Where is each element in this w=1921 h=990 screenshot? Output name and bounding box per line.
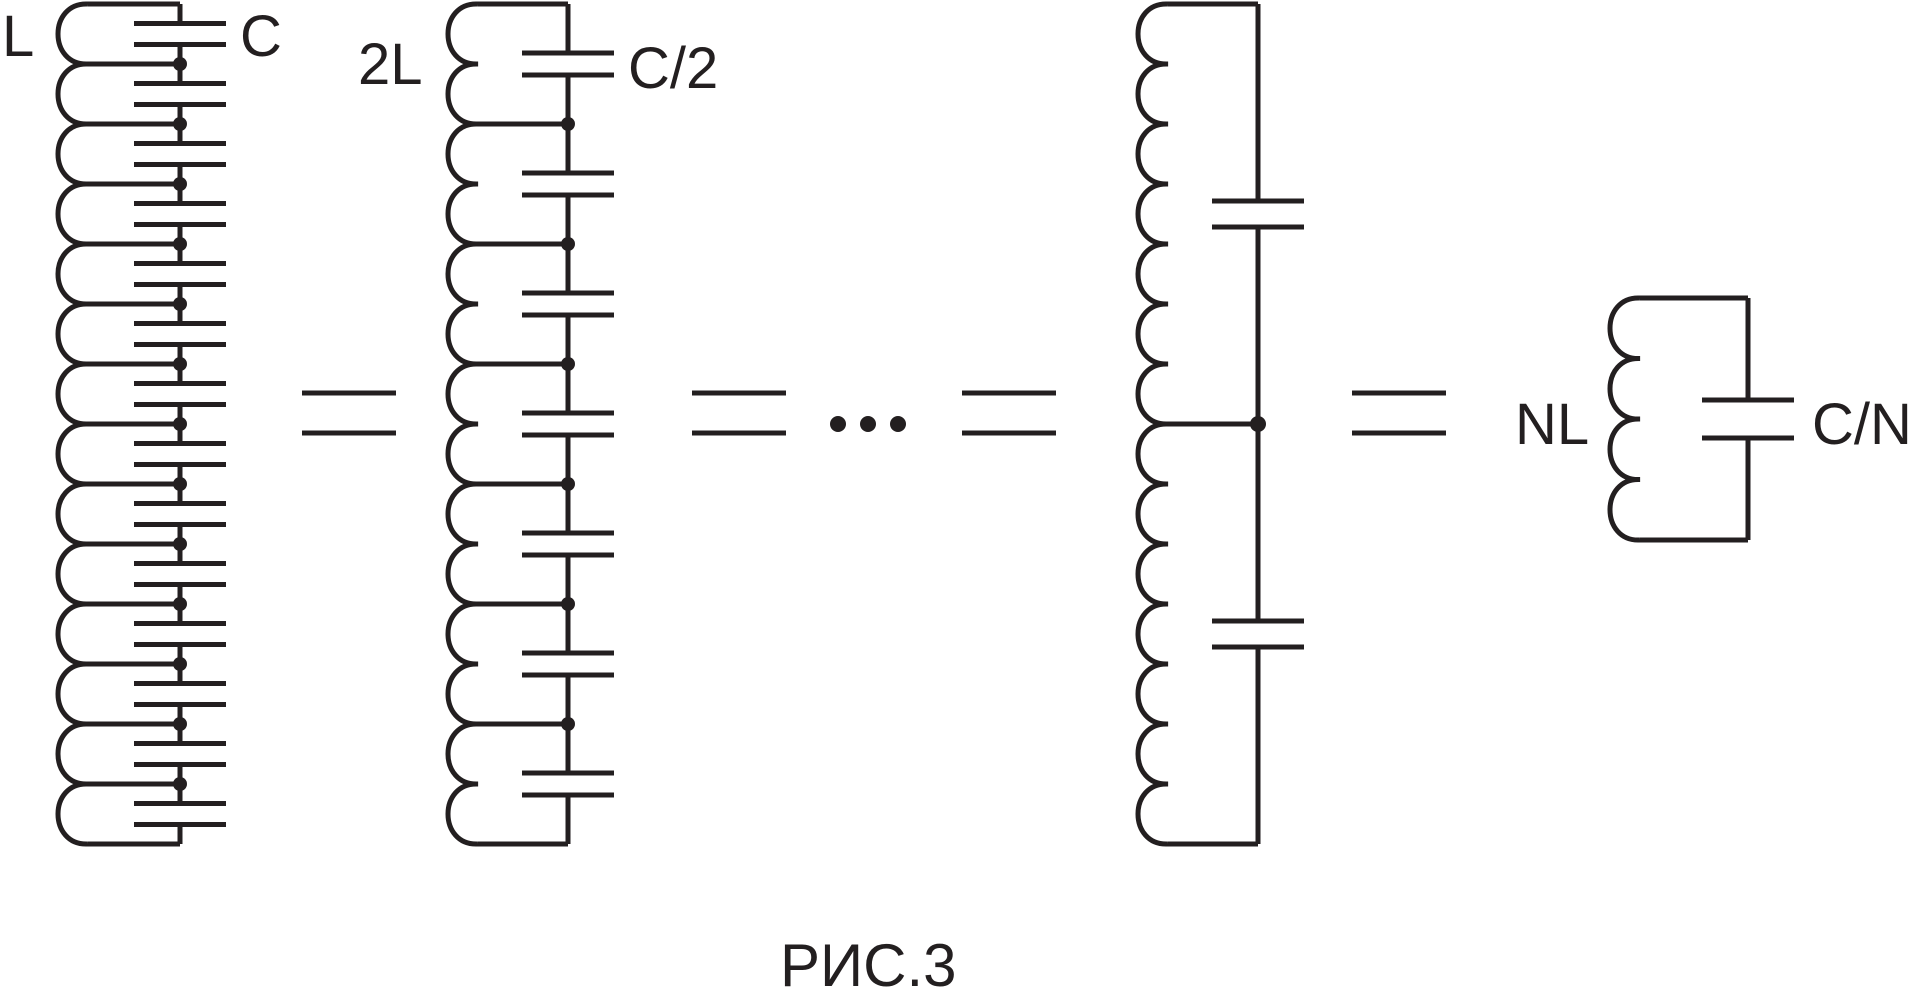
- equals-sign-4: [1352, 390, 1446, 436]
- circuit-4-single-lc: [1607, 295, 1794, 543]
- equals-sign-1: [302, 390, 396, 436]
- c1-cell-14-junction: [173, 777, 187, 791]
- circuit-2-ladder: [445, 1, 614, 847]
- c2-cell-6-junction: [561, 597, 575, 611]
- c1-cell-7-junction: [173, 357, 187, 371]
- c4-inductor-coil: [1607, 295, 1641, 543]
- equals-sign-2: [692, 390, 786, 436]
- circuit-2-capacitor-label: C/2: [628, 36, 718, 101]
- c1-cell-8-junction: [173, 417, 187, 431]
- c2-cell-5-junction: [561, 477, 575, 491]
- circuit-1-ladder: [55, 1, 226, 847]
- c1-cell-4-junction: [173, 177, 187, 191]
- c1-inductor-coil: [55, 1, 89, 847]
- c2-cell-3-junction: [561, 237, 575, 251]
- c1-cell-13-junction: [173, 717, 187, 731]
- equals-sign-3: [962, 390, 1056, 436]
- circuit-3-ladder: [1135, 1, 1304, 847]
- c2-cell-2-junction: [561, 117, 575, 131]
- circuit-1-inductor-label: L: [2, 4, 34, 69]
- c1-cell-5-junction: [173, 237, 187, 251]
- ellipsis: [830, 416, 906, 432]
- circuit-4-capacitor-label: C/N: [1812, 392, 1912, 457]
- c1-cell-10-junction: [173, 537, 187, 551]
- circuit-1-capacitor-label: C: [240, 4, 282, 69]
- c1-cell-11-junction: [173, 597, 187, 611]
- c1-cell-12-junction: [173, 657, 187, 671]
- c3-junction: [1250, 416, 1266, 432]
- c3-inductor-coil: [1135, 1, 1169, 847]
- c1-cell-2-junction: [173, 57, 187, 71]
- c1-cell-9-junction: [173, 477, 187, 491]
- c2-inductor-coil: [445, 1, 479, 847]
- c1-cell-3-junction: [173, 117, 187, 131]
- c2-cell-7-junction: [561, 717, 575, 731]
- figure-caption: РИС.3: [780, 932, 957, 990]
- circuit-2-inductor-label: 2L: [358, 32, 423, 97]
- c1-cell-6-junction: [173, 297, 187, 311]
- circuit-4-inductor-label: NL: [1515, 392, 1589, 457]
- c2-cell-4-junction: [561, 357, 575, 371]
